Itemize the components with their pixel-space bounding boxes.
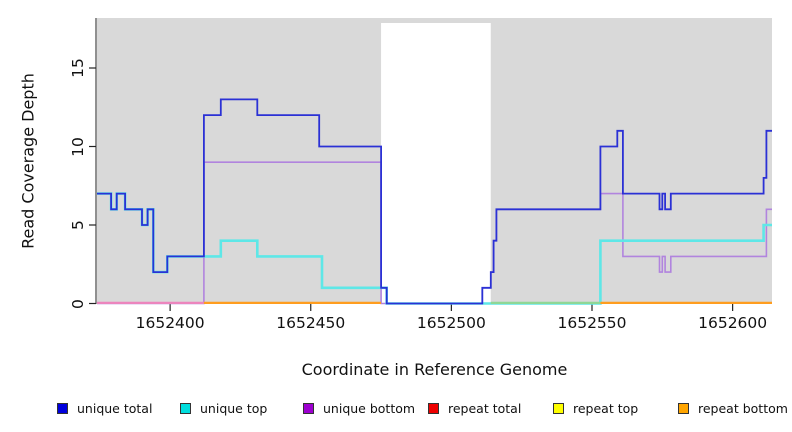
series-unique-total bbox=[97, 98, 772, 305]
x-tick-label: 1652500 bbox=[416, 314, 486, 332]
y-tick-label: 0 bbox=[69, 298, 87, 309]
y-axis-title: Read Coverage Depth bbox=[18, 73, 38, 249]
y-tick-label: 5 bbox=[69, 220, 87, 230]
y-tick-label: 15 bbox=[69, 58, 87, 78]
x-tick-label: 1652450 bbox=[276, 314, 346, 332]
x-tick-label: 1652550 bbox=[557, 314, 627, 332]
x-tick-label: 1652400 bbox=[135, 314, 205, 332]
no-data-band bbox=[381, 23, 491, 304]
y-tick-label: 10 bbox=[69, 136, 87, 157]
x-tick-label: 1652600 bbox=[698, 314, 768, 332]
x-axis-title: Coordinate in Reference Genome bbox=[301, 360, 568, 379]
